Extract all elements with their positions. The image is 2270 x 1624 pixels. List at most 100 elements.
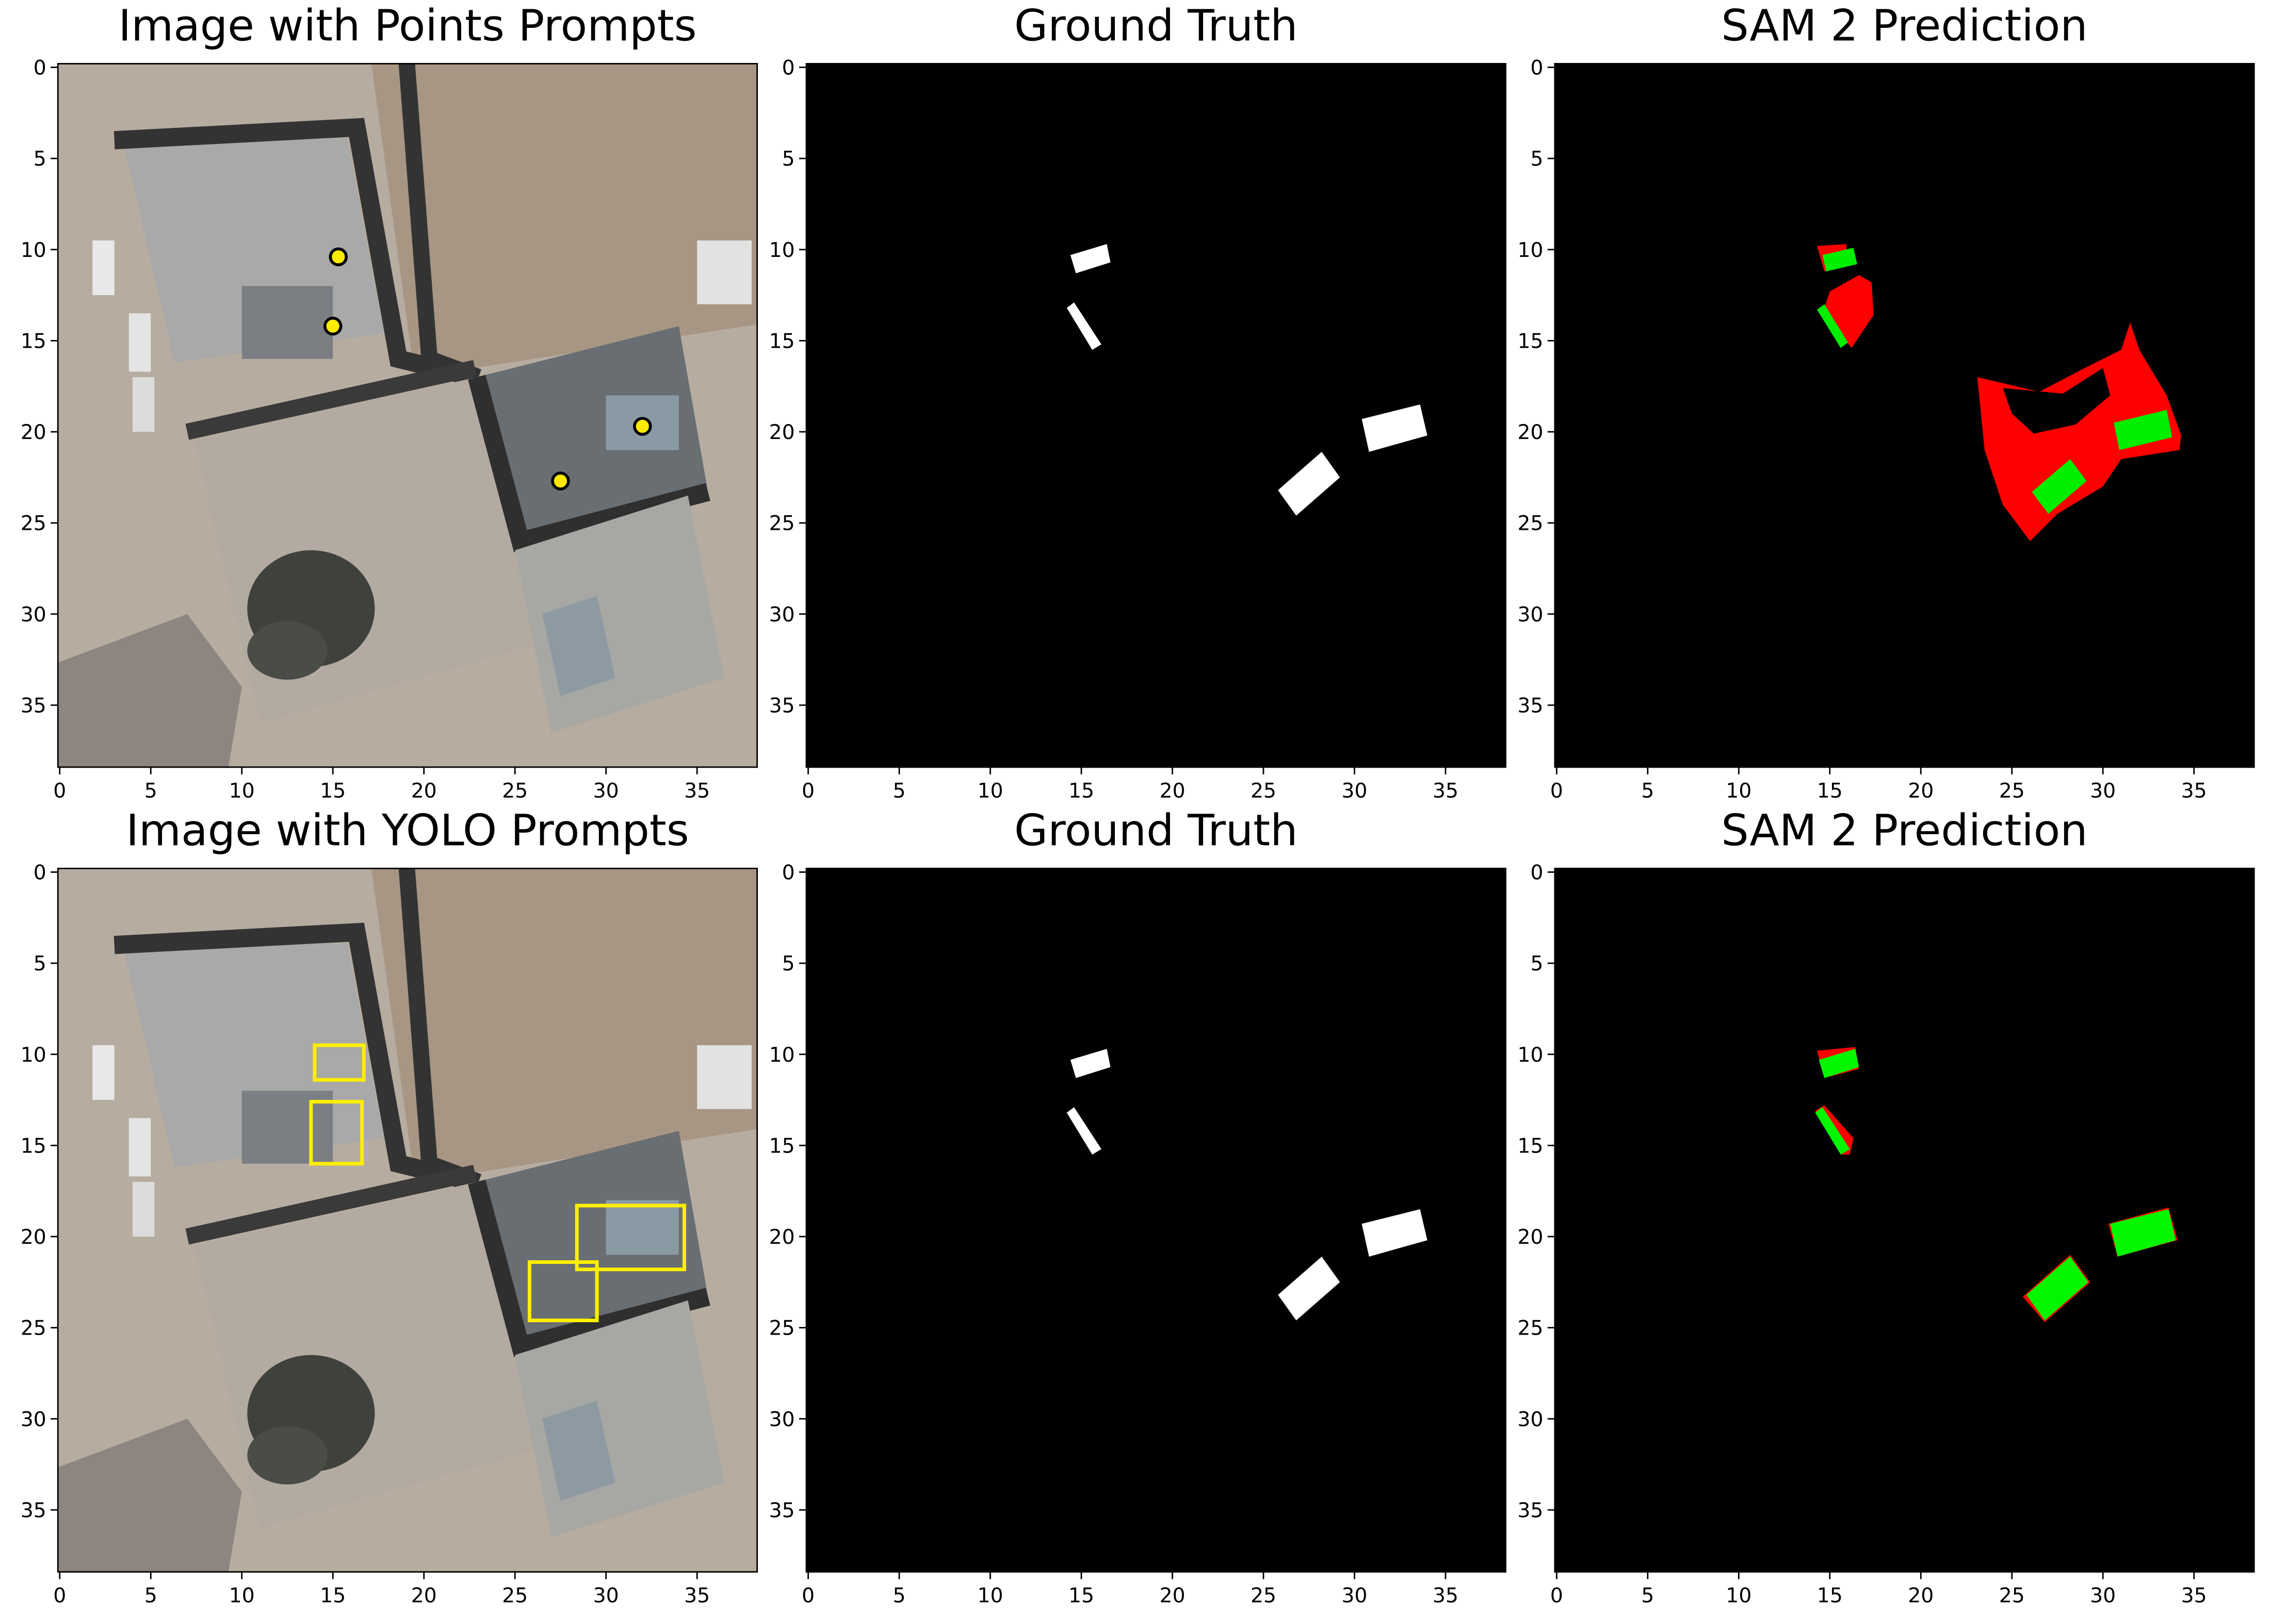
box-prompt (313, 1043, 366, 1082)
x-tick-label: 20 (1159, 1584, 1185, 1607)
point-prompt (551, 472, 570, 491)
axes-frame (1554, 868, 2255, 1573)
y-tick-label: 30 (1517, 603, 1543, 626)
panel: Ground Truth 0 5 10 15 20 25 30 35 0 5 10 15 20 25 30 35 (769, 805, 1506, 1607)
x-tick-label: 10 (978, 1584, 1003, 1607)
y-tick-label: 10 (769, 239, 795, 262)
y-tick-label: 25 (1517, 1317, 1543, 1340)
image (1554, 63, 2255, 768)
x-tick-label: 20 (411, 779, 437, 803)
y-tick-label: 35 (769, 1499, 795, 1522)
x-tick-label: 10 (978, 779, 1003, 803)
true-positive (1822, 248, 1857, 272)
image (1554, 868, 2255, 1572)
y-tick-label: 0 (1530, 862, 1543, 885)
y-tick-label: 30 (769, 1408, 795, 1431)
y-tick-label: 15 (1517, 1134, 1543, 1158)
x-tick-label: 15 (1068, 1584, 1094, 1607)
x-tick-label: 5 (1641, 779, 1654, 803)
point-prompt (329, 247, 348, 267)
x-tick-label: 20 (1908, 1584, 1934, 1607)
x-tick-label: 10 (1726, 779, 1752, 803)
y-tick-label: 20 (1517, 421, 1543, 444)
image-area (806, 63, 1506, 768)
x-tick-label: 35 (2181, 1584, 2207, 1607)
true-positive (1817, 304, 1849, 348)
false-positive (1822, 275, 1874, 348)
x-tick-label: 30 (2090, 779, 2116, 803)
x-tick-label: 15 (320, 779, 346, 803)
x-tick-label: 5 (144, 779, 157, 803)
mask-background (806, 868, 1506, 1572)
y-tick-label: 25 (21, 512, 46, 535)
y-tick-label: 5 (1530, 148, 1543, 171)
true-positive (2114, 410, 2172, 450)
x-tick-label: 25 (1999, 779, 2025, 803)
axes-frame (57, 868, 758, 1573)
y-tick-label: 35 (21, 694, 46, 718)
x-tick-label: 25 (1251, 779, 1276, 803)
x-tick-label: 25 (502, 779, 528, 803)
y-tick-label: 20 (769, 421, 795, 444)
panel-title: Image with Points Prompts (118, 1, 696, 51)
x-tick-label: 0 (1550, 1584, 1563, 1607)
box-prompt (575, 1204, 686, 1272)
x-tick-label: 5 (1641, 1584, 1654, 1607)
y-tick-label: 15 (1517, 330, 1543, 353)
x-tick-label: 25 (502, 1584, 528, 1607)
image-area (1554, 868, 2255, 1572)
y-tick-label: 10 (769, 1044, 795, 1067)
y-tick-label: 30 (1517, 1408, 1543, 1431)
y-tick-label: 10 (1517, 239, 1543, 262)
y-tick-label: 25 (769, 512, 795, 535)
panel-title: Ground Truth (1014, 1, 1298, 51)
box-prompt (527, 1260, 599, 1323)
box-prompt (309, 1100, 364, 1166)
panel: Image with YOLO Prompts 0 5 10 15 20 25 30 35 0 5 1… (21, 805, 788, 1607)
x-tick-label: 15 (320, 1584, 346, 1607)
x-tick-label: 20 (411, 1584, 437, 1607)
y-tick-label: 15 (21, 1134, 46, 1158)
y-tick-label: 0 (782, 862, 795, 885)
x-tick-label: 15 (1068, 779, 1094, 803)
x-tick-label: 25 (1251, 1584, 1276, 1607)
y-tick-label: 25 (21, 1317, 46, 1340)
y-tick-label: 20 (21, 421, 46, 444)
panel-title: SAM 2 Prediction (1721, 1, 2087, 51)
y-tick-label: 0 (782, 57, 795, 80)
panel-title: Image with YOLO Prompts (126, 805, 689, 856)
x-tick-label: 35 (684, 1584, 710, 1607)
x-tick-label: 5 (144, 1584, 157, 1607)
x-tick-label: 5 (893, 1584, 906, 1607)
y-tick-label: 20 (769, 1226, 795, 1249)
y-tick-label: 30 (21, 1408, 46, 1431)
aerial-image (41, 854, 788, 1601)
x-tick-label: 35 (684, 779, 710, 803)
x-tick-label: 15 (1817, 779, 1843, 803)
y-tick-label: 35 (1517, 694, 1543, 718)
y-tick-label: 15 (769, 330, 795, 353)
y-tick-label: 25 (1517, 512, 1543, 535)
x-tick-label: 0 (802, 1584, 815, 1607)
x-tick-label: 0 (53, 779, 66, 803)
x-tick-label: 10 (1726, 1584, 1752, 1607)
panel-title: SAM 2 Prediction (1721, 805, 2087, 856)
x-tick-label: 20 (1908, 779, 1934, 803)
y-tick-label: 5 (34, 148, 46, 171)
panel: Ground Truth 0 5 10 15 20 25 30 35 0 5 10 15 20 25 30 35 (769, 1, 1506, 803)
y-tick-label: 5 (34, 952, 46, 976)
image (806, 63, 1506, 768)
y-tick-label: 10 (21, 1044, 46, 1067)
false-positive (1977, 322, 2181, 541)
y-tick-label: 0 (34, 57, 46, 80)
y-tick-label: 30 (21, 603, 46, 626)
axes-frame (1554, 63, 2255, 768)
panel: Image with Points Prompts 0 5 10 15 20 25 30 35 0… (21, 1, 758, 803)
y-tick-label: 0 (34, 862, 46, 885)
y-tick-label: 35 (1517, 1499, 1543, 1522)
image (41, 854, 788, 1601)
x-tick-label: 10 (229, 779, 255, 803)
y-tick-label: 20 (21, 1226, 46, 1249)
x-tick-label: 10 (229, 1584, 255, 1607)
y-tick-label: 15 (769, 1134, 795, 1158)
